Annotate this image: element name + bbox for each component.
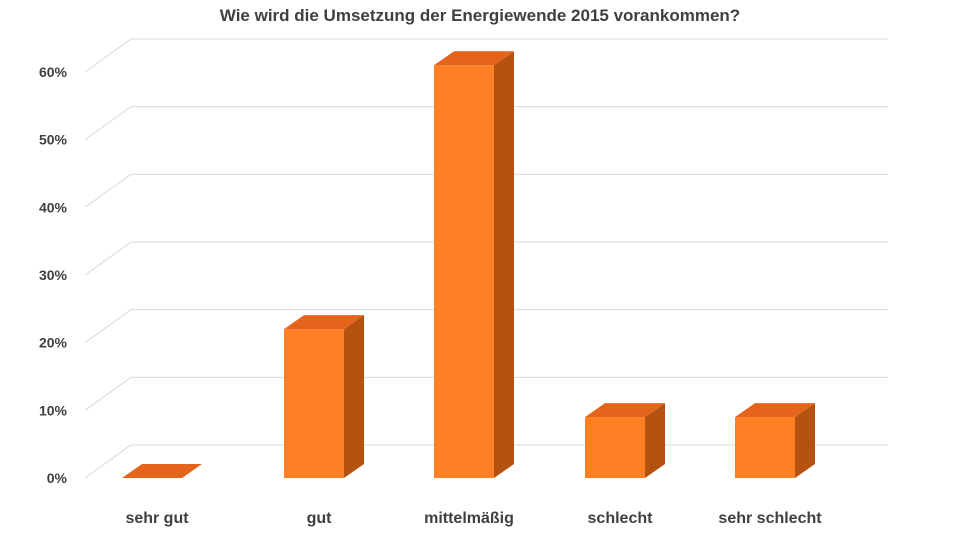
category-label: mittelmäßig — [424, 510, 514, 527]
bar-top — [585, 403, 665, 418]
chart-title: Wie wird die Umsetzung der Energiewende … — [219, 6, 741, 25]
gridline — [84, 241, 888, 276]
category-label: schlecht — [588, 510, 654, 527]
y-tick-label: 60% — [39, 64, 68, 80]
gridline — [84, 106, 888, 141]
gridline — [84, 309, 888, 344]
category-label: gut — [307, 510, 333, 527]
gridline — [84, 376, 888, 411]
bar-top — [735, 403, 815, 418]
y-tick-label: 10% — [39, 402, 68, 418]
y-tick-label: 50% — [39, 132, 68, 148]
gridline — [84, 38, 888, 73]
bar-front — [735, 417, 795, 478]
bar-top — [284, 315, 364, 330]
bar-top — [122, 464, 202, 478]
bar-front — [434, 65, 494, 478]
bar-side — [344, 315, 364, 478]
y-axis-ticks: 0% 10% 20% 30% 40% 50% 60% — [39, 64, 68, 486]
category-label: sehr schlecht — [718, 510, 822, 527]
y-tick-label: 30% — [39, 267, 68, 283]
y-tick-label: 40% — [39, 199, 68, 215]
bar-3 — [585, 403, 665, 478]
bar-2 — [434, 51, 514, 478]
bar-4 — [735, 403, 815, 478]
gridline — [84, 173, 888, 208]
bars — [122, 51, 815, 478]
bar-side — [494, 51, 514, 478]
bar-front — [284, 329, 344, 478]
bar-0 — [122, 464, 202, 478]
bar-front — [585, 417, 645, 478]
bar-side — [795, 403, 815, 478]
bar-1 — [284, 315, 364, 478]
bar-top — [434, 51, 514, 66]
x-axis-categories: sehr gut gut mittelmäßig schlecht sehr schle… — [125, 510, 822, 527]
y-tick-label: 0% — [47, 470, 68, 486]
bar-side — [645, 403, 665, 478]
category-label: sehr gut — [125, 510, 189, 527]
y-tick-label: 20% — [39, 335, 68, 351]
